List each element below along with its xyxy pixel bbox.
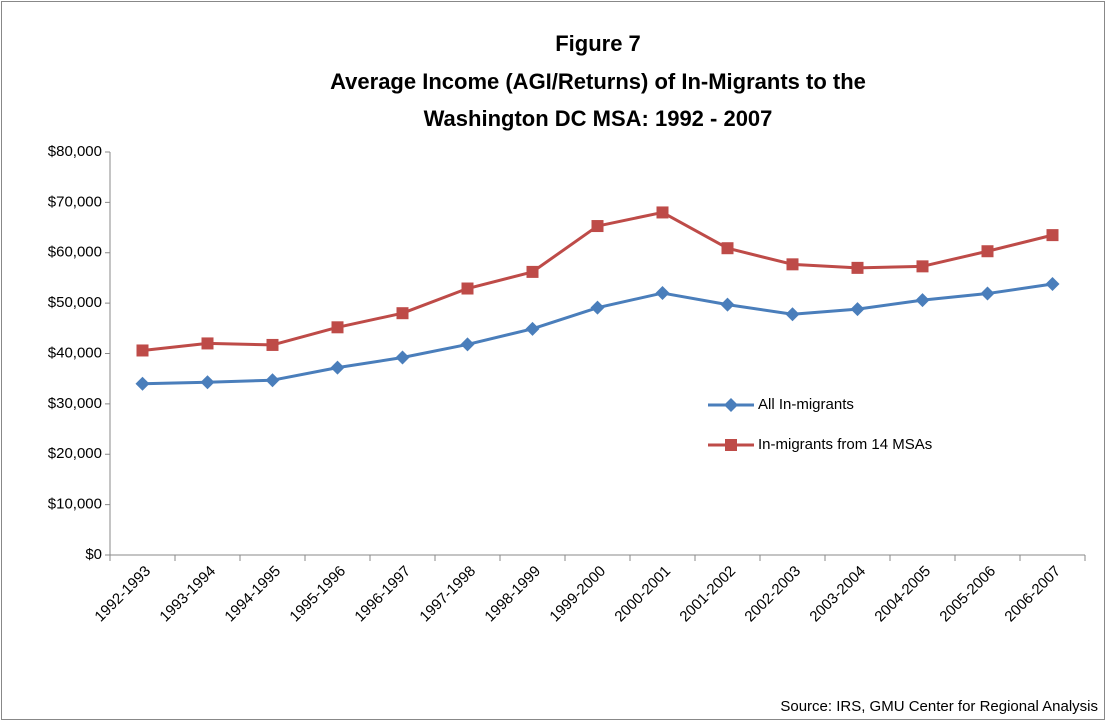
marker — [981, 245, 994, 258]
marker — [785, 307, 800, 322]
marker — [724, 398, 738, 412]
chart-title: Washington DC MSA: 1992 - 2007 — [424, 106, 773, 131]
marker — [201, 337, 214, 350]
y-tick-label: $10,000 — [48, 496, 102, 513]
marker — [135, 376, 150, 391]
marker — [786, 258, 799, 271]
marker — [656, 206, 669, 219]
y-tick-label: $50,000 — [48, 294, 102, 311]
marker — [590, 300, 605, 315]
marker — [980, 286, 995, 301]
chart-title: Average Income (AGI/Returns) of In-Migra… — [330, 69, 866, 94]
marker — [461, 282, 474, 295]
marker — [200, 375, 215, 390]
marker — [395, 350, 410, 365]
y-tick-label: $80,000 — [48, 143, 102, 160]
marker — [526, 265, 539, 278]
marker — [850, 302, 865, 317]
marker — [330, 360, 345, 375]
legend-label: In-migrants from 14 MSAs — [758, 436, 932, 453]
marker — [591, 220, 604, 233]
y-tick-label: $40,000 — [48, 344, 102, 361]
marker — [655, 286, 670, 301]
marker — [721, 242, 734, 255]
marker — [915, 293, 930, 308]
y-tick-label: $0 — [85, 546, 102, 563]
y-tick-label: $30,000 — [48, 395, 102, 412]
marker — [136, 344, 149, 357]
source-note: Source: IRS, GMU Center for Regional Ana… — [780, 698, 1098, 715]
marker — [525, 321, 540, 336]
marker — [1045, 276, 1060, 291]
y-tick-label: $20,000 — [48, 445, 102, 462]
marker — [331, 321, 344, 334]
y-tick-label: $70,000 — [48, 193, 102, 210]
marker — [916, 260, 929, 273]
chart-title: Figure 7 — [555, 31, 641, 56]
y-tick-label: $60,000 — [48, 244, 102, 261]
marker — [851, 261, 864, 274]
marker — [725, 439, 737, 451]
marker — [396, 307, 409, 320]
marker — [266, 338, 279, 351]
marker — [720, 297, 735, 312]
marker — [1046, 229, 1059, 242]
marker — [265, 373, 280, 388]
marker — [460, 337, 475, 352]
legend-label: All In-migrants — [758, 396, 854, 413]
